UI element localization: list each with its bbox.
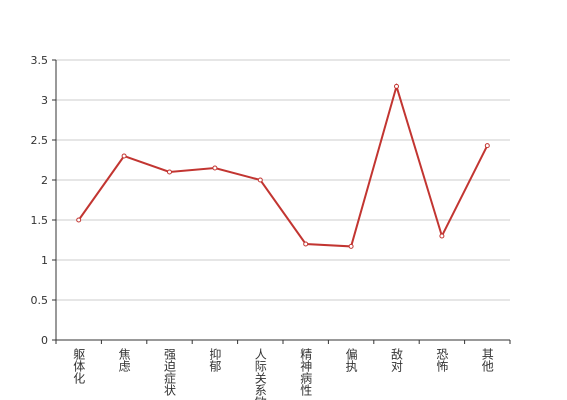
x-tick-label: 恐怖 <box>435 348 449 372</box>
x-tick-label: 躯体化 <box>72 347 86 385</box>
y-tick-label: 1 <box>41 254 48 267</box>
y-tick-label: 1.5 <box>31 214 49 227</box>
line <box>77 82 489 248</box>
point <box>394 83 399 89</box>
point <box>212 165 218 171</box>
x-tick-label: 抑郁 <box>208 347 222 373</box>
point <box>484 143 490 149</box>
x-tick-label: 精神病性 <box>299 348 313 397</box>
point <box>303 241 309 247</box>
x-tick-label: 其他 <box>480 348 494 372</box>
point <box>439 233 445 239</box>
x-tick-label: 强迫症状 <box>163 348 177 396</box>
point <box>348 243 354 249</box>
y-tick-label: 0.5 <box>31 294 49 307</box>
x-tick-label: 敌对 <box>390 347 404 372</box>
point <box>167 169 172 175</box>
y-tick-label: 0 <box>41 334 48 347</box>
y-tick-label: 2 <box>41 174 48 187</box>
x-tick-label: 偏执 <box>344 347 358 373</box>
y-tick-label: 2.5 <box>31 134 49 147</box>
x-tick-label: 人际关系敏感 <box>253 348 267 400</box>
point <box>257 177 263 183</box>
x-tick-label: 焦虑 <box>117 348 131 372</box>
y-tick-label: 3.5 <box>31 54 49 67</box>
y-tick-label: 3 <box>41 94 48 107</box>
point <box>121 153 127 159</box>
point <box>76 217 82 223</box>
